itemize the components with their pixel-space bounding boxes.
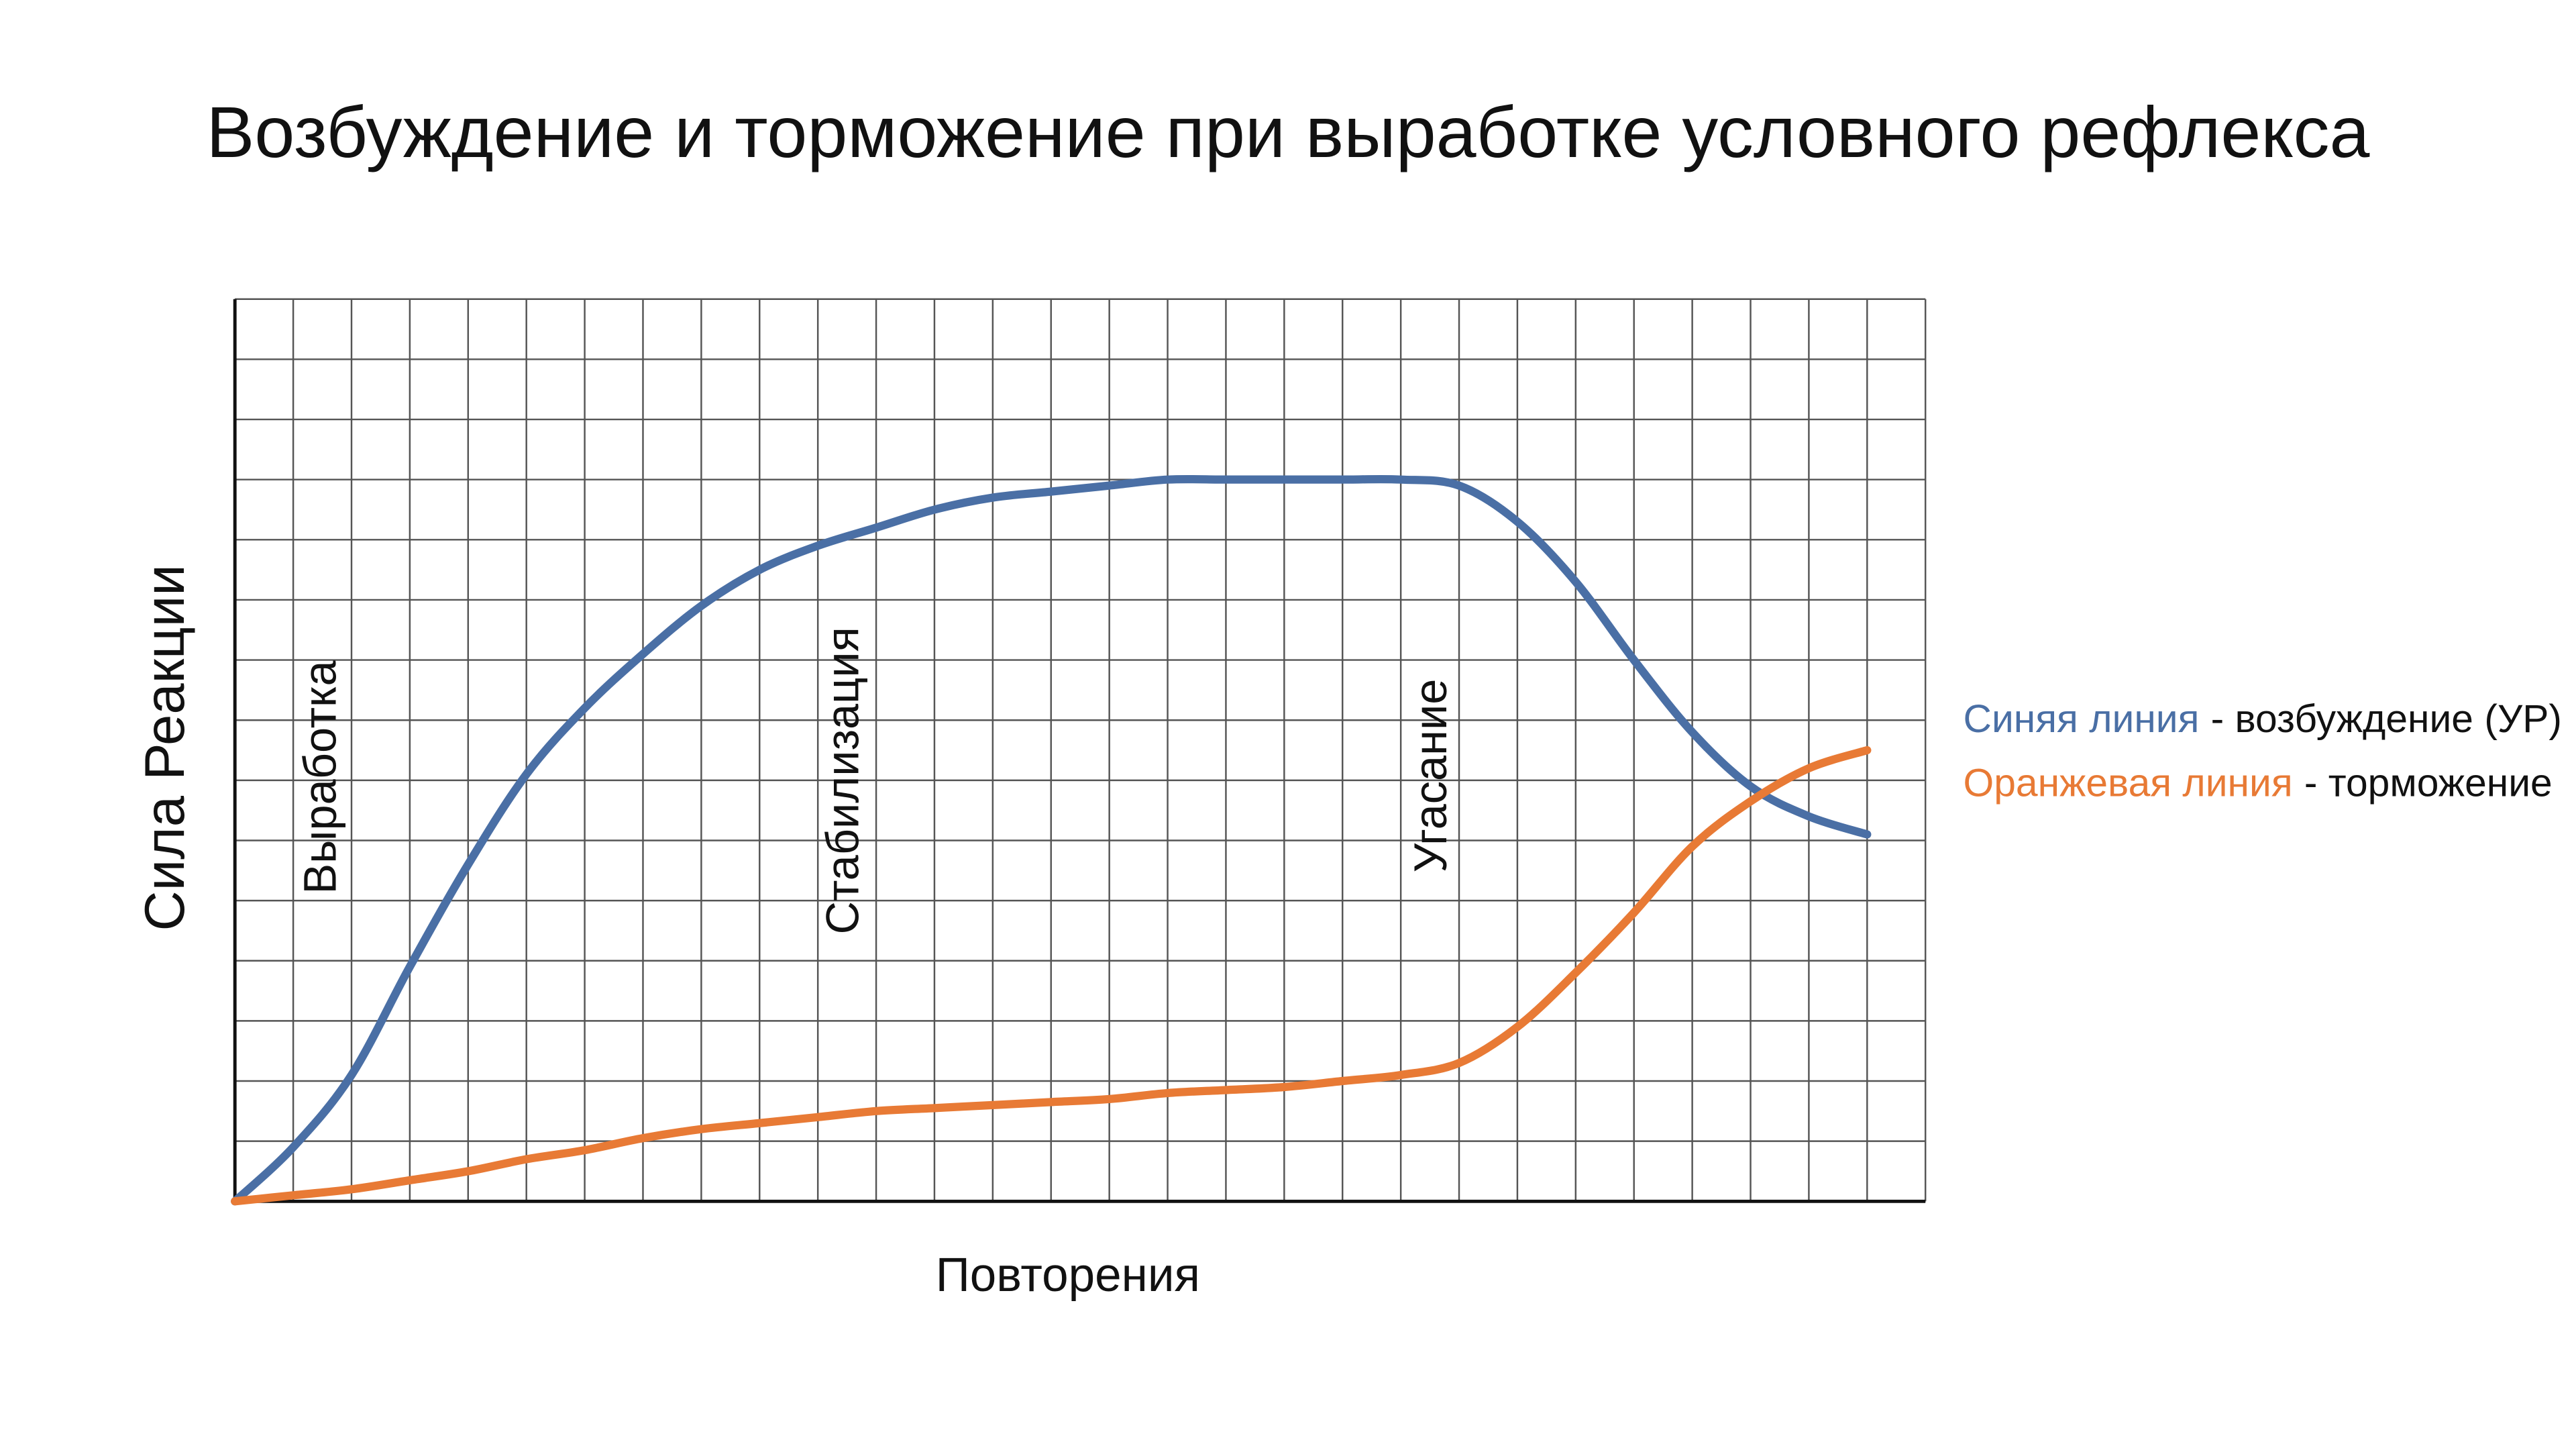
legend-entry: Оранжевая линия - торможение (1964, 761, 2553, 805)
y-axis-label: Сила Реакции (133, 564, 196, 931)
data-line (231, 746, 1872, 1206)
legend-description: - возбуждение (УР) (2211, 697, 2562, 741)
legend-entry: Синяя линия - возбуждение (УР) (1964, 697, 2562, 741)
legend-name: Синяя линия (1964, 697, 2200, 741)
legend-name: Оранжевая линия (1964, 761, 2293, 805)
legend-description: - торможение (2304, 761, 2553, 805)
annotation: Стабилизация (816, 627, 868, 934)
annotation: Угасание (1405, 679, 1456, 873)
chart-title: Возбуждение и торможение при выработке у… (207, 91, 2370, 172)
data-line (231, 474, 1872, 1206)
annotation: Выработка (294, 660, 346, 894)
x-axis-label: Повторения (936, 1249, 1200, 1302)
